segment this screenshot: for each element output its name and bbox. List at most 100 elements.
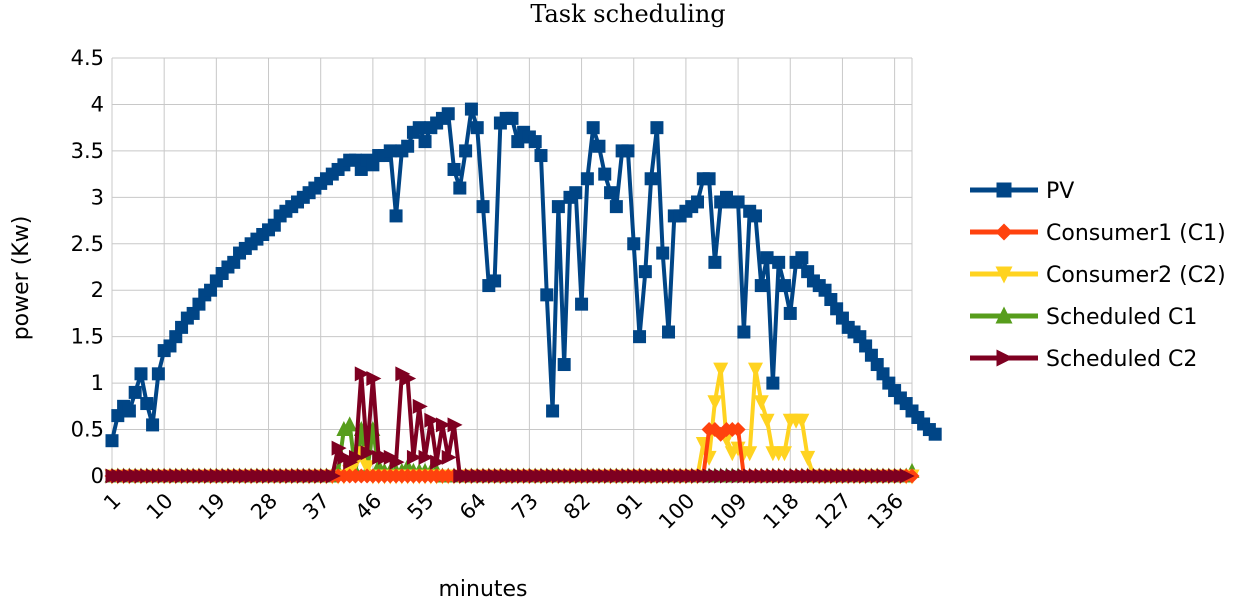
chart-title: Task scheduling [530,0,725,28]
y-tick-label: 1.5 [71,325,104,349]
data-point [140,397,154,411]
data-point [383,144,397,158]
data-point [627,237,641,251]
y-axis-label: power (Kw) [9,216,34,341]
legend-marker [995,223,1013,241]
data-point [899,468,915,484]
data-point [360,445,376,461]
data-point [430,454,446,470]
data-point [713,362,729,378]
data-point [401,139,415,153]
legend-item: Scheduled C1 [970,305,1197,330]
x-tick-label: 28 [246,489,282,525]
x-tick-label: 1 [99,489,125,515]
y-tick-label: 3.5 [71,139,104,163]
data-point [412,121,426,135]
data-point [598,167,612,181]
series-consumer2-c2 [104,362,920,485]
series-pv [105,102,942,448]
y-tick-label: 4 [91,92,104,116]
data-point [772,255,786,269]
x-tick-label: 10 [142,489,178,525]
data-point [747,362,763,378]
data-point [366,370,382,386]
data-point [418,449,434,465]
data-point [551,200,565,214]
data-point [418,135,432,149]
data-point [134,367,148,381]
data-point [633,330,647,344]
x-axis-ticks: 1 10 19 28 37 46 55 64 73 82 91 100 109 118 127 136 [99,489,908,534]
data-point [453,181,467,195]
data-point [546,404,560,418]
data-point [753,395,769,411]
x-axis-label: minutes [438,577,527,602]
x-tick-label: 73 [507,489,543,525]
legend-marker [995,266,1013,284]
data-point [928,427,942,441]
data-point [359,460,375,476]
legend-label: Consumer2 (C2) [1046,263,1226,288]
data-point [447,162,461,176]
data-point [662,325,676,339]
data-point [128,385,142,399]
y-axis-ticks: 0 0.5 1 1.5 2 2.5 3 3.5 4 4.5 [71,46,104,488]
data-point [737,325,751,339]
data-point [331,440,347,456]
data-point [754,279,768,293]
x-tick-label: 91 [611,489,647,525]
data-point [424,412,440,428]
data-point [470,121,484,135]
data-point [609,200,623,214]
legend-item: Consumer2 (C2) [970,263,1226,288]
data-point [638,265,652,279]
data-point [488,274,502,288]
data-point [604,186,618,200]
data-point [389,209,403,223]
legend-label: PV [1046,179,1074,204]
y-tick-label: 1 [91,371,104,395]
data-point [783,306,797,320]
x-tick-label: 109 [706,489,751,534]
x-tick-label: 82 [559,489,595,525]
data-point [151,367,165,381]
data-point [389,454,405,470]
x-tick-label: 118 [758,489,803,534]
data-point [742,446,758,462]
data-point [777,279,791,293]
y-tick-label: 2 [91,278,104,302]
data-point [592,139,606,153]
data-point [760,251,774,265]
data-point [122,404,136,418]
data-point [707,395,723,411]
data-point [325,468,341,484]
legend-item: PV [970,179,1074,204]
data-point [586,121,600,135]
data-point [691,195,705,209]
legend-item: Scheduled C2 [970,347,1197,372]
x-tick-label: 55 [403,489,439,525]
data-point [776,446,792,462]
data-point [650,121,664,135]
data-point [557,358,571,372]
data-point [644,172,658,186]
data-point [354,366,370,382]
data-point [794,413,810,429]
data-point [759,413,775,429]
data-point [534,149,548,163]
data-point [795,251,809,265]
data-point [731,195,745,209]
x-tick-label: 64 [455,489,491,525]
x-tick-label: 46 [351,489,387,525]
data-point [412,398,428,414]
data-point [105,434,119,448]
legend: PV Consumer1 (C1) Consumer2 (C2) Scheduled … [970,179,1226,372]
data-point [569,186,583,200]
series-group [104,102,942,485]
data-point [401,370,417,386]
legend-label: Consumer1 (C1) [1046,221,1226,246]
x-tick-label: 19 [194,489,230,525]
data-point [441,449,457,465]
data-point [708,255,722,269]
data-point [348,449,364,465]
